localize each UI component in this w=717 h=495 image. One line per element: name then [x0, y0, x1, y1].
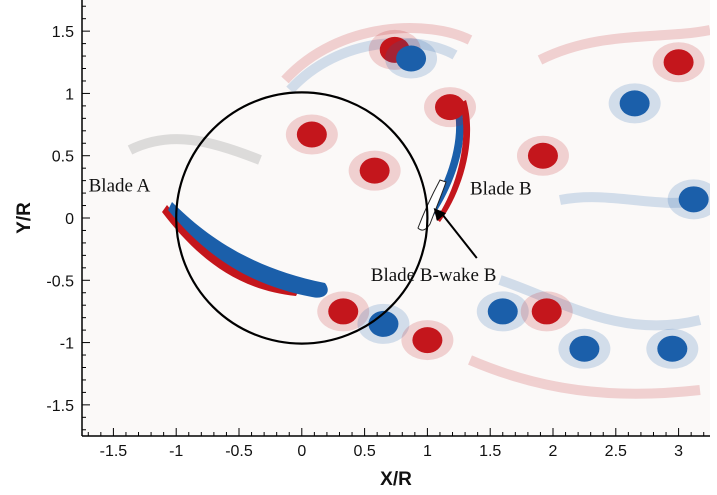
wake-band	[498, 275, 702, 331]
vortex-positive	[412, 327, 443, 354]
y-tick-label: -0.5	[46, 273, 74, 290]
wake-band	[468, 355, 701, 399]
wake-band	[127, 134, 262, 165]
vortex-positive	[531, 298, 562, 325]
x-tick-label: -1	[169, 443, 183, 460]
annotation-blade-b: Blade B	[470, 178, 532, 199]
wake-band	[537, 25, 710, 65]
wake-band	[286, 37, 458, 94]
y-tick-label: 0	[65, 211, 74, 228]
y-tick-label: -1.5	[46, 398, 74, 415]
vortex-negative	[368, 310, 399, 337]
vortex-positive	[328, 298, 359, 325]
y-tick-label: 0.5	[52, 149, 74, 166]
vortex-positive	[527, 142, 558, 169]
vortex-negative	[487, 298, 518, 325]
blade-b-wake-red	[436, 100, 471, 222]
x-tick-label: 3	[674, 443, 683, 460]
vortex-negative	[619, 90, 650, 117]
x-tick-label: 2.5	[605, 443, 627, 460]
x-tick-label: -1.5	[100, 443, 128, 460]
blade-b-wake-arrow	[438, 210, 478, 259]
x-tick-label: 1.5	[479, 443, 501, 460]
vortex-negative	[678, 186, 709, 213]
x-tick-label: 0	[297, 443, 306, 460]
y-tick-label: 1	[65, 86, 74, 103]
vortex-negative	[657, 335, 688, 362]
annotation-blade-a: Blade A	[89, 175, 151, 196]
x-tick-label: 2	[549, 443, 558, 460]
y-axis-title: Y/R	[14, 202, 35, 234]
vortex-positive	[435, 94, 466, 121]
vortex-negative	[569, 335, 600, 362]
vortex-negative	[396, 45, 427, 72]
x-axis-title: X/R	[380, 469, 412, 490]
vortex-positive	[296, 121, 327, 148]
x-tick-label: 1	[423, 443, 432, 460]
x-tick-label: 0.5	[353, 443, 375, 460]
x-tick-label: -0.5	[225, 443, 253, 460]
vortex-positive	[663, 49, 694, 76]
blade-a-wake-blue	[168, 202, 328, 298]
y-tick-label: -1	[60, 336, 74, 353]
y-tick-label: 1.5	[52, 24, 74, 41]
rotor-circle	[175, 91, 429, 345]
wake-band	[281, 23, 473, 84]
annotation-blade-b-wake: Blade B-wake B	[371, 265, 497, 286]
vorticity-field	[127, 23, 710, 399]
blade-b-wake-arrowhead	[433, 208, 447, 222]
vortex-positive	[359, 157, 390, 184]
